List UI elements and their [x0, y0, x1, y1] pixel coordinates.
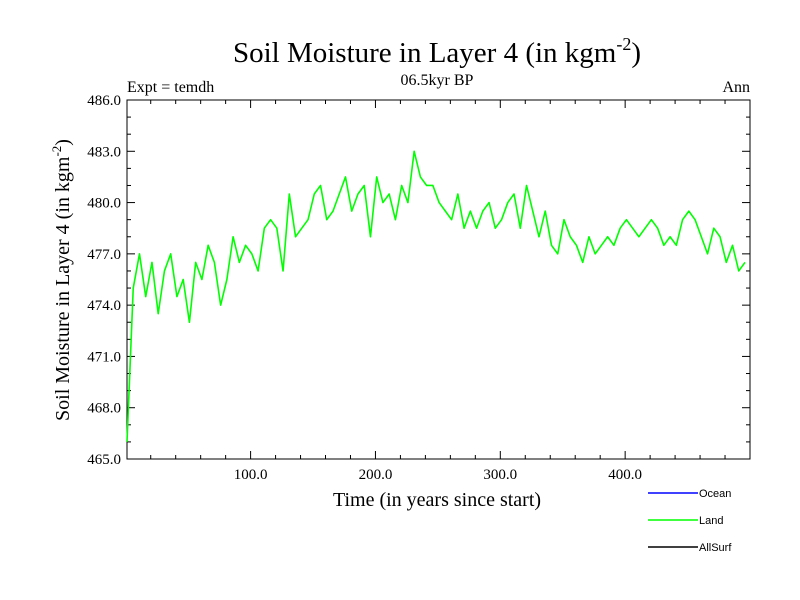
y-axis: 465.0 468.0 471.0 474.0 477.0 480.0 483.0 486.0: [87, 93, 750, 468]
y-tick-label: 483.0: [87, 144, 121, 160]
season-label: Ann: [722, 79, 750, 96]
series-group: [126, 150, 746, 442]
x-axis: 100.0 200.0 300.0 400.0: [150, 100, 726, 483]
x-tick-label: 400.0: [608, 467, 642, 483]
period-label: 06.5kyr BP: [401, 72, 474, 89]
y-tick-label: 471.0: [87, 349, 121, 365]
y-tick-label: 486.0: [87, 93, 121, 109]
y-tick-label: 474.0: [87, 298, 121, 314]
y-tick-label: 477.0: [87, 247, 121, 263]
legend-label: Ocean: [699, 488, 731, 500]
legend-label: AllSurf: [699, 542, 732, 554]
legend-label: Land: [699, 515, 723, 527]
series-line-land: [126, 150, 746, 442]
x-tick-label: 300.0: [483, 467, 517, 483]
x-tick-label: 200.0: [359, 467, 393, 483]
plot-frame: [126, 99, 751, 460]
legend: Ocean Land AllSurf: [648, 488, 732, 554]
y-tick-label: 465.0: [87, 452, 121, 468]
y-tick-label: 468.0: [87, 401, 121, 417]
chart-title: Soil Moisture in Layer 4 (in kgm-2): [233, 34, 641, 69]
x-tick-label: 100.0: [234, 467, 268, 483]
x-axis-label: Time (in years since start): [333, 489, 541, 511]
y-axis-label: Soil Moisture in Layer 4 (in kgm-2): [49, 139, 74, 421]
experiment-label: Expt = temdh: [127, 79, 214, 96]
y-tick-label: 480.0: [87, 196, 121, 212]
